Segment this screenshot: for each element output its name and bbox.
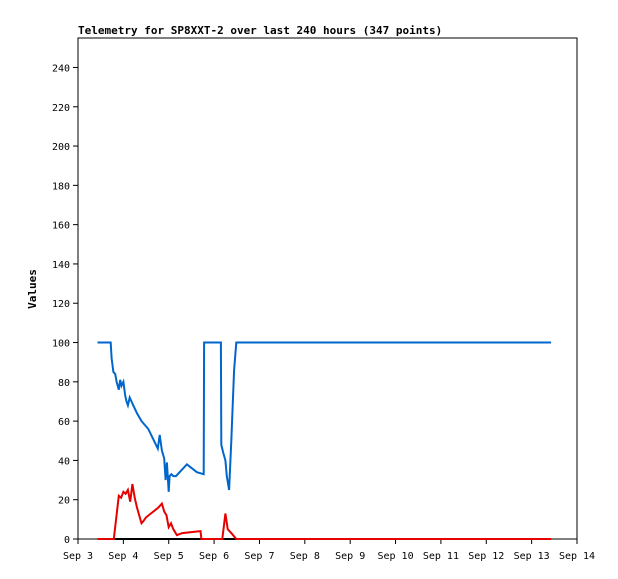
x-tick-label: Sep 10 [377,551,413,562]
y-tick-label: 200 [52,142,70,153]
series-line [97,341,552,492]
series-line [97,483,552,540]
series-layer [97,341,552,540]
x-tick-label: Sep 9 [335,551,365,562]
y-tick-label: 40 [58,456,70,467]
y-tick-label: 240 [52,63,70,74]
x-tick-label: Sep 13 [514,551,550,562]
x-tick-label: Sep 7 [244,551,274,562]
y-tick-label: 140 [52,260,70,271]
y-tick-label: 180 [52,181,70,192]
y-axis-ticks: 0 20 40 60 80 100 120 140 160 180 200 220 240 [52,63,78,546]
x-tick-label: Sep 14 [559,551,595,562]
y-tick-label: 160 [52,221,70,232]
x-tick-label: Sep 8 [290,551,320,562]
y-tick-label: 60 [58,417,70,428]
x-tick-label: Sep 12 [468,551,504,562]
y-axis-label: Values [26,269,39,309]
y-tick-label: 0 [64,535,70,546]
y-tick-label: 220 [52,103,70,114]
x-tick-label: Sep 6 [199,551,229,562]
y-tick-label: 20 [58,496,70,507]
x-tick-label: Sep 5 [154,551,184,562]
y-tick-label: 100 [52,339,70,350]
y-tick-label: 80 [58,378,70,389]
chart-title: Telemetry for SP8XXT-2 over last 240 hou… [78,24,442,37]
x-tick-label: Sep 4 [108,551,138,562]
y-tick-label: 120 [52,299,70,310]
x-tick-label: Sep 11 [423,551,459,562]
x-tick-label: Sep 3 [63,551,93,562]
